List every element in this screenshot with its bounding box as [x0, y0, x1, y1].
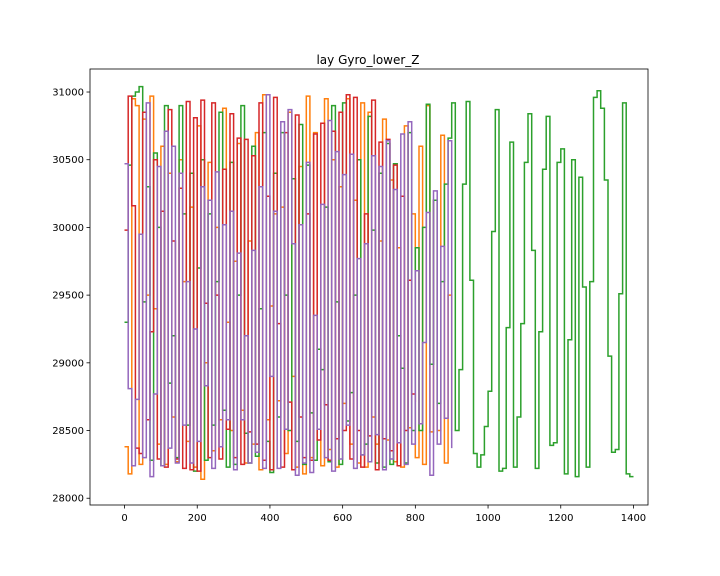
x-tick-label: 600 [333, 513, 352, 524]
y-tick-label: 29000 [52, 358, 84, 369]
y-tick-label: 31000 [52, 88, 84, 99]
x-tick-label: 400 [260, 513, 279, 524]
y-tick-label: 30000 [52, 223, 84, 234]
chart-title: lay Gyro_lower_Z [316, 53, 419, 67]
x-tick-label: 0 [121, 513, 127, 524]
x-tick-label: 200 [188, 513, 207, 524]
y-tick-label: 30500 [52, 155, 84, 166]
y-tick-label: 28500 [52, 426, 84, 437]
x-axis-ticks: 0 200 400 600 800 1000 1200 1400 [121, 505, 646, 524]
y-axis-ticks: 28000 28500 29000 29500 30000 30500 31000 [52, 88, 90, 505]
plot-frame [89, 68, 649, 506]
x-tick-label: 1000 [475, 513, 500, 524]
series-line-4 [124, 93, 453, 478]
series-layer [124, 85, 634, 481]
y-tick-label: 29500 [52, 291, 84, 302]
x-tick-label: 1200 [548, 513, 573, 524]
x-tick-label: 800 [406, 513, 425, 524]
y-tick-label: 28000 [52, 494, 84, 505]
x-tick-label: 1400 [621, 513, 646, 524]
